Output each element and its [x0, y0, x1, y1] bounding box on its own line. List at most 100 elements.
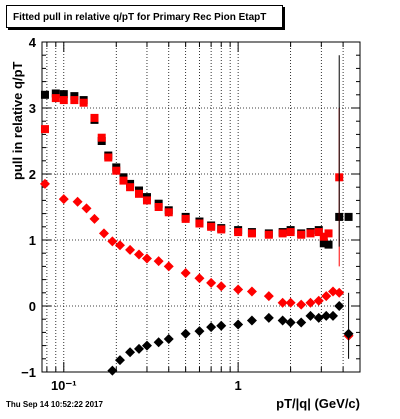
y-tick-label: 1: [29, 233, 36, 248]
series-1: [40, 94, 344, 241]
data-point-diamond: [277, 315, 288, 326]
data-point-diamond: [296, 299, 307, 310]
data-point-square: [40, 90, 49, 99]
data-point-diamond: [233, 319, 244, 330]
data-point-diamond: [305, 310, 316, 321]
data-point-diamond: [246, 315, 257, 326]
data-point-diamond: [327, 310, 338, 321]
data-point-diamond: [107, 365, 118, 376]
data-point-diamond: [216, 281, 227, 292]
data-point-diamond: [194, 326, 205, 337]
data-point-diamond: [334, 301, 345, 311]
data-point-diamond: [58, 194, 69, 205]
data-point-square: [286, 228, 295, 237]
data-point-diamond: [153, 256, 164, 267]
data-point-square: [79, 98, 88, 107]
data-point-square: [70, 96, 79, 105]
y-tick-label: 2: [29, 167, 36, 182]
data-point-diamond: [246, 286, 257, 297]
data-series: [39, 55, 354, 376]
y-tick-label: 0: [29, 299, 36, 314]
data-point-square: [247, 229, 256, 238]
data-point-square: [51, 89, 60, 98]
data-point-diamond: [285, 317, 296, 328]
data-point-diamond: [180, 328, 191, 339]
data-point-diamond: [114, 355, 125, 366]
data-point-diamond: [305, 297, 316, 308]
data-point-diamond: [141, 253, 152, 264]
data-point-diamond: [163, 334, 174, 344]
data-point-diamond: [321, 291, 332, 302]
data-point-diamond: [206, 322, 217, 333]
data-point-diamond: [277, 297, 288, 308]
data-point-diamond: [206, 277, 217, 288]
x-tick-label: 1: [235, 378, 242, 393]
x-tick-label: 10⁻¹: [51, 378, 77, 393]
data-point-square: [234, 228, 243, 237]
data-point-diamond: [313, 295, 324, 306]
data-point-diamond: [263, 312, 274, 323]
data-point-diamond: [72, 196, 83, 207]
data-point-square: [319, 239, 328, 248]
data-point-diamond: [216, 320, 227, 331]
data-point-diamond: [313, 312, 324, 323]
grid-lines: [42, 41, 361, 373]
series-2: [39, 178, 354, 341]
data-point-diamond: [141, 340, 152, 351]
data-point-diamond: [321, 310, 332, 321]
data-point-square: [306, 229, 315, 238]
data-point-diamond: [98, 228, 109, 239]
data-point-square: [195, 219, 204, 228]
data-point-diamond: [285, 297, 296, 308]
data-point-square: [142, 196, 151, 205]
data-point-diamond: [107, 236, 118, 247]
data-point-square: [59, 96, 68, 105]
y-tick-label: −1: [21, 365, 36, 380]
data-point-diamond: [133, 249, 144, 260]
data-point-diamond: [233, 284, 244, 295]
data-point-square: [59, 90, 68, 99]
data-point-diamond: [39, 178, 50, 189]
data-point-square: [97, 133, 106, 142]
data-point-diamond: [89, 213, 100, 224]
y-tick-label: 4: [29, 35, 37, 50]
data-point-diamond: [125, 244, 136, 255]
data-point-diamond: [125, 347, 136, 358]
data-point-diamond: [163, 261, 174, 272]
data-point-square: [134, 189, 143, 198]
timestamp-footer: Thu Sep 14 10:52:22 2017: [6, 400, 103, 409]
data-point-diamond: [133, 343, 144, 354]
data-point-square: [164, 208, 173, 217]
data-point-square: [126, 183, 135, 192]
data-point-square: [217, 225, 226, 234]
data-point-square: [278, 229, 287, 238]
x-axis-label: pT/|q| (GeV/c): [276, 396, 360, 411]
data-point-square: [112, 166, 121, 175]
data-point-diamond: [114, 240, 125, 251]
y-axis-label: pull in relative q/pT: [10, 61, 25, 180]
series-3: [107, 301, 354, 376]
data-point-square: [119, 176, 128, 185]
y-tick-label: 3: [29, 101, 36, 116]
data-point-diamond: [263, 291, 274, 302]
data-point-diamond: [334, 287, 345, 298]
data-point-diamond: [194, 273, 205, 284]
tick-labels: −1 0 1 2 3 4 10⁻¹ 1: [21, 35, 242, 393]
data-point-square: [104, 153, 113, 162]
data-point-square: [297, 230, 306, 239]
data-point-diamond: [153, 337, 164, 348]
data-point-square: [40, 125, 49, 134]
data-point-square: [51, 94, 60, 103]
data-point-diamond: [180, 268, 191, 278]
data-point-square: [324, 240, 333, 249]
data-point-square: [154, 203, 163, 211]
data-point-square: [90, 113, 99, 122]
data-point-square: [344, 212, 353, 221]
data-point-square: [319, 232, 328, 241]
data-point-square: [314, 228, 323, 237]
data-point-square: [324, 229, 333, 238]
data-point-square: [207, 222, 216, 231]
data-point-diamond: [81, 203, 92, 214]
